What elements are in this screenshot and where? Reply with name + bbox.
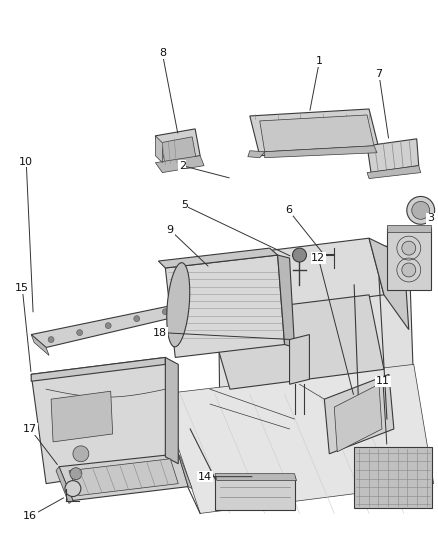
- Polygon shape: [31, 358, 178, 483]
- Text: 2: 2: [179, 160, 186, 171]
- Polygon shape: [160, 137, 196, 165]
- Polygon shape: [56, 467, 73, 504]
- Text: 18: 18: [153, 328, 167, 337]
- Circle shape: [402, 241, 416, 255]
- Polygon shape: [31, 335, 49, 356]
- Circle shape: [70, 468, 82, 480]
- Circle shape: [65, 481, 81, 497]
- Polygon shape: [218, 245, 414, 429]
- Polygon shape: [260, 115, 374, 152]
- Polygon shape: [31, 305, 185, 348]
- Text: 7: 7: [375, 69, 382, 79]
- Polygon shape: [155, 129, 200, 163]
- Circle shape: [407, 197, 434, 224]
- Circle shape: [48, 336, 54, 343]
- Text: 6: 6: [285, 205, 292, 215]
- Text: 5: 5: [181, 200, 188, 211]
- Polygon shape: [160, 365, 434, 513]
- Circle shape: [77, 329, 83, 336]
- Polygon shape: [334, 384, 382, 452]
- Polygon shape: [215, 474, 297, 481]
- Polygon shape: [69, 459, 178, 496]
- Polygon shape: [31, 358, 165, 381]
- Text: 8: 8: [159, 49, 166, 58]
- Circle shape: [293, 248, 307, 262]
- Polygon shape: [290, 335, 309, 384]
- Circle shape: [134, 316, 140, 321]
- Polygon shape: [178, 454, 192, 489]
- Text: 11: 11: [376, 376, 390, 386]
- Text: 3: 3: [427, 213, 434, 223]
- Polygon shape: [208, 295, 384, 389]
- Polygon shape: [324, 374, 394, 454]
- Text: 14: 14: [198, 472, 212, 482]
- Polygon shape: [155, 156, 204, 173]
- Circle shape: [412, 201, 430, 219]
- Polygon shape: [165, 358, 178, 464]
- Polygon shape: [159, 248, 278, 268]
- Polygon shape: [250, 109, 379, 156]
- Text: 10: 10: [19, 157, 33, 167]
- Polygon shape: [278, 255, 294, 348]
- Polygon shape: [387, 228, 431, 290]
- Text: 9: 9: [167, 225, 174, 235]
- Polygon shape: [215, 477, 294, 511]
- Polygon shape: [387, 225, 431, 232]
- Circle shape: [162, 309, 168, 314]
- Text: 12: 12: [311, 253, 325, 263]
- Polygon shape: [369, 238, 409, 329]
- Circle shape: [105, 322, 111, 329]
- Polygon shape: [51, 391, 113, 442]
- Polygon shape: [354, 447, 431, 508]
- Text: 15: 15: [15, 283, 29, 293]
- Polygon shape: [208, 238, 384, 314]
- Polygon shape: [265, 146, 377, 158]
- Polygon shape: [165, 255, 285, 358]
- Polygon shape: [248, 151, 265, 158]
- Circle shape: [73, 446, 89, 462]
- Ellipse shape: [167, 263, 190, 347]
- Circle shape: [402, 263, 416, 277]
- Text: 1: 1: [316, 56, 323, 66]
- Text: 16: 16: [23, 511, 37, 521]
- Polygon shape: [155, 136, 162, 163]
- Polygon shape: [367, 139, 419, 173]
- Polygon shape: [59, 454, 188, 500]
- Text: 17: 17: [23, 424, 37, 434]
- Polygon shape: [367, 166, 421, 179]
